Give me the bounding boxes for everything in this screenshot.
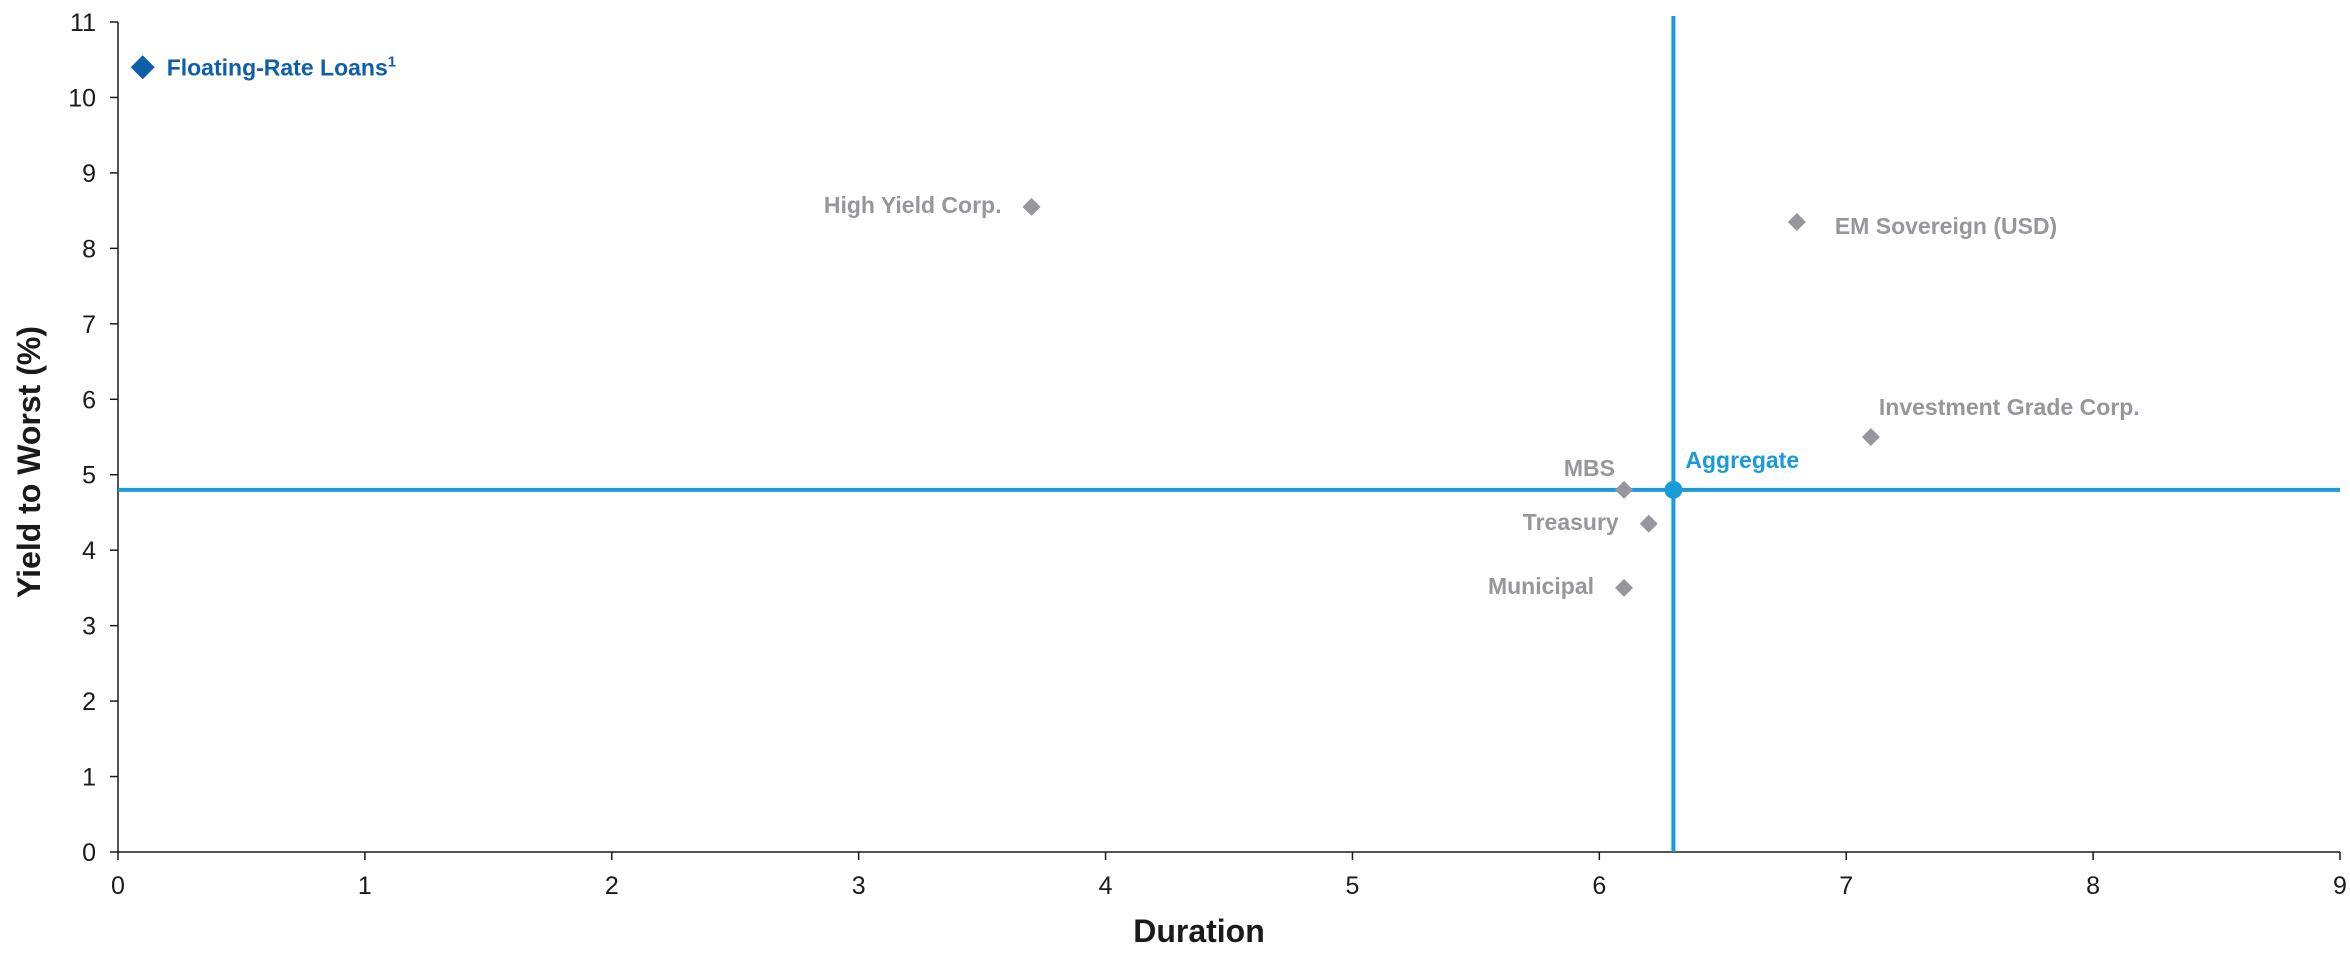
y-tick-label: 10 [68,84,96,112]
aggregate-label: Aggregate [1685,447,1799,473]
mbs-label-text: MBS [1564,455,1615,481]
y-axis-title: Yield to Worst (%) [11,326,47,598]
y-tick-label: 3 [82,613,96,641]
floating-rate-loans-point [130,55,155,80]
y-tick-label: 1 [82,764,96,792]
x-tick-label: 0 [111,872,125,900]
treasury-label-text: Treasury [1523,509,1619,535]
mbs-label: MBS [1564,455,1615,481]
municipal-label: Municipal [1488,573,1594,599]
y-tick-label: 11 [70,9,96,37]
em-sovereign-usd-point [1787,212,1806,231]
y-tick-label: 8 [82,235,96,263]
em-sovereign-usd-label-text: EM Sovereign (USD) [1835,213,2057,239]
tick-labels: 0 1 2 3 4 5 6 7 8 9 0 1 2 3 4 5 6 7 8 9 10 11 [68,9,2347,900]
x-tick-label: 2 [605,872,619,900]
investment-grade-corp-label: Investment Grade Corp. [1879,394,2140,420]
x-tick-label: 6 [1592,872,1606,900]
x-tick-label: 9 [2333,872,2347,900]
investment-grade-corp-point [1861,428,1880,446]
axis-titles: Duration Yield to Worst (%) [11,326,1265,949]
y-tick-label: 6 [82,386,96,414]
high-yield-corp-label: High Yield Corp. [824,192,1002,218]
mbs-point [1615,480,1634,499]
em-sovereign-usd-label: EM Sovereign (USD) [1835,213,2057,239]
y-tick-label: 4 [82,537,96,565]
y-tick-label: 0 [82,839,96,867]
x-tick-label: 7 [1839,872,1853,900]
x-tick-label: 4 [1099,872,1113,900]
high-yield-corp-point [1022,197,1041,216]
floating-rate-loans-label-text: Floating-Rate Loans [167,54,388,80]
y-tick-label: 2 [82,688,96,716]
x-tick-label: 1 [358,872,372,900]
x-axis-title: Duration [1133,913,1265,949]
axes [117,22,2340,853]
aggregate-point [1664,480,1683,499]
treasury-point [1639,514,1658,533]
municipal-point [1615,578,1634,597]
x-tick-label: 3 [852,872,866,900]
treasury-label: Treasury [1523,509,1619,535]
high-yield-corp-label-text: High Yield Corp. [824,192,1002,218]
data-points: Floating-Rate Loans1 High Yield Corp. EM S… [130,53,2140,599]
reference-lines [118,16,2340,852]
y-tick-label: 9 [82,160,96,188]
municipal-label-text: Municipal [1488,573,1594,599]
y-tick-label: 7 [82,311,96,339]
y-tick-label: 5 [82,462,96,490]
x-tick-label: 5 [1345,872,1359,900]
floating-rate-loans-label: Floating-Rate Loans1 [167,53,396,80]
x-tick-label: 8 [2086,872,2100,900]
aggregate-label-text: Aggregate [1685,447,1799,473]
investment-grade-corp-label-text: Investment Grade Corp. [1879,394,2140,420]
floating-rate-loans-footnote-marker: 1 [388,53,396,70]
